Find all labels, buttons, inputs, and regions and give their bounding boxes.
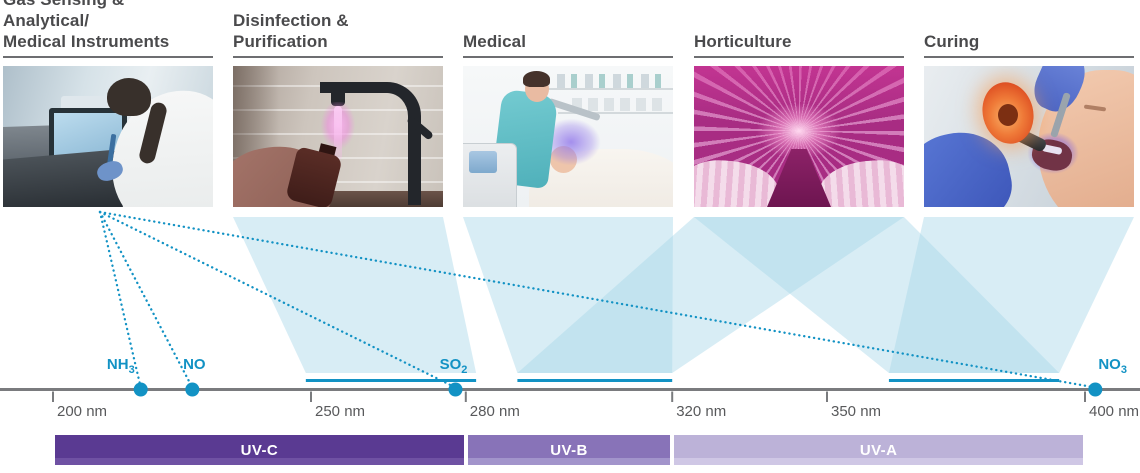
- molecule-label-NH3: NH3: [55, 356, 135, 376]
- molecule-subscript: 3: [1120, 364, 1127, 376]
- title-underline: [694, 56, 904, 58]
- shelf-shape: [547, 88, 673, 90]
- molecule-label-NO3: NO3: [1098, 356, 1140, 376]
- gas-absorption-line-NH3: [98, 210, 142, 389]
- uv-band-UV-B: UV-B: [467, 435, 671, 465]
- title-underline: [463, 56, 673, 58]
- water-stream-shape: [334, 106, 342, 160]
- tick-label-200: 200 nm: [57, 403, 108, 420]
- category-curing: Curing: [924, 0, 1134, 212]
- category-gas-sensing: Gas Sensing & Analytical/ Medical Instru…: [3, 0, 213, 212]
- beam-horticulture-to-segment-1: [517, 217, 904, 373]
- molecule-formula: NO: [183, 356, 206, 373]
- shelf-items-shape: [572, 98, 667, 111]
- molecule-dot-NH3: [133, 382, 148, 397]
- shield-core-shape: [998, 104, 1018, 126]
- uv-band-UV-C: UV-C: [55, 435, 464, 465]
- photo-dental-curing: [924, 66, 1134, 207]
- molecule-formula: NH: [106, 356, 129, 373]
- molecule-label-SO2: SO2: [413, 356, 493, 376]
- shelf-items-shape: [557, 74, 667, 88]
- uv-band-label: UV-A: [859, 441, 898, 459]
- category-title: Horticulture: [694, 32, 792, 51]
- beam-curing-to-segment-2: [888, 217, 1134, 373]
- gas-absorption-line-NO: [98, 210, 194, 389]
- tick-label-400: 400 nm: [1089, 403, 1140, 420]
- category-medical: Medical: [463, 0, 673, 212]
- molecule-formula: NO: [1098, 356, 1121, 373]
- title-underline: [233, 56, 443, 58]
- uv-band-label: UV-B: [550, 441, 588, 459]
- category-title: Disinfection & Purification: [233, 11, 349, 51]
- tick-label-350: 350 nm: [831, 403, 882, 420]
- category-title: Gas Sensing & Analytical/ Medical Instru…: [3, 0, 170, 51]
- faucet-shape: [320, 82, 421, 205]
- molecule-label-NO: NO: [154, 356, 234, 373]
- title-underline: [924, 56, 1134, 58]
- molecule-dot-NO3: [1088, 382, 1103, 397]
- molecule-subscript: 2: [461, 364, 468, 376]
- gas-absorption-line-SO2: [98, 210, 457, 389]
- nurse-hair-shape: [523, 71, 550, 87]
- tick-label-250: 250 nm: [315, 403, 366, 420]
- molecule-subscript: 3: [128, 364, 135, 376]
- device-screen-shape: [469, 151, 497, 173]
- photo-horticulture-growroom: [694, 66, 904, 207]
- category-title: Medical: [463, 32, 527, 51]
- molecule-formula: SO: [439, 356, 462, 373]
- beam-horticulture-to-segment-2: [694, 217, 1060, 373]
- category-disinfection: Disinfection & Purification: [233, 0, 443, 212]
- scientist-hair-shape: [107, 78, 151, 116]
- category-horticulture: Horticulture: [694, 0, 904, 212]
- shelf-shape: [557, 112, 673, 114]
- uv-band-UV-A: UV-A: [674, 435, 1083, 465]
- uv-band-label: UV-C: [240, 441, 279, 459]
- tick-label-320: 320 nm: [676, 403, 727, 420]
- photo-disinfection-faucet: [233, 66, 443, 207]
- photo-medical-phototherapy: [463, 66, 673, 207]
- molecule-dot-SO2: [448, 382, 463, 397]
- gas-absorption-line-NO3: [98, 210, 1097, 389]
- beam-disinfection-to-segment-0: [233, 217, 477, 373]
- tick-label-280: 280 nm: [469, 403, 520, 420]
- photo-gas-sensing-lab: [3, 66, 213, 207]
- molecule-dot-NO: [185, 382, 200, 397]
- title-underline: [3, 56, 213, 58]
- category-title: Curing: [924, 32, 980, 51]
